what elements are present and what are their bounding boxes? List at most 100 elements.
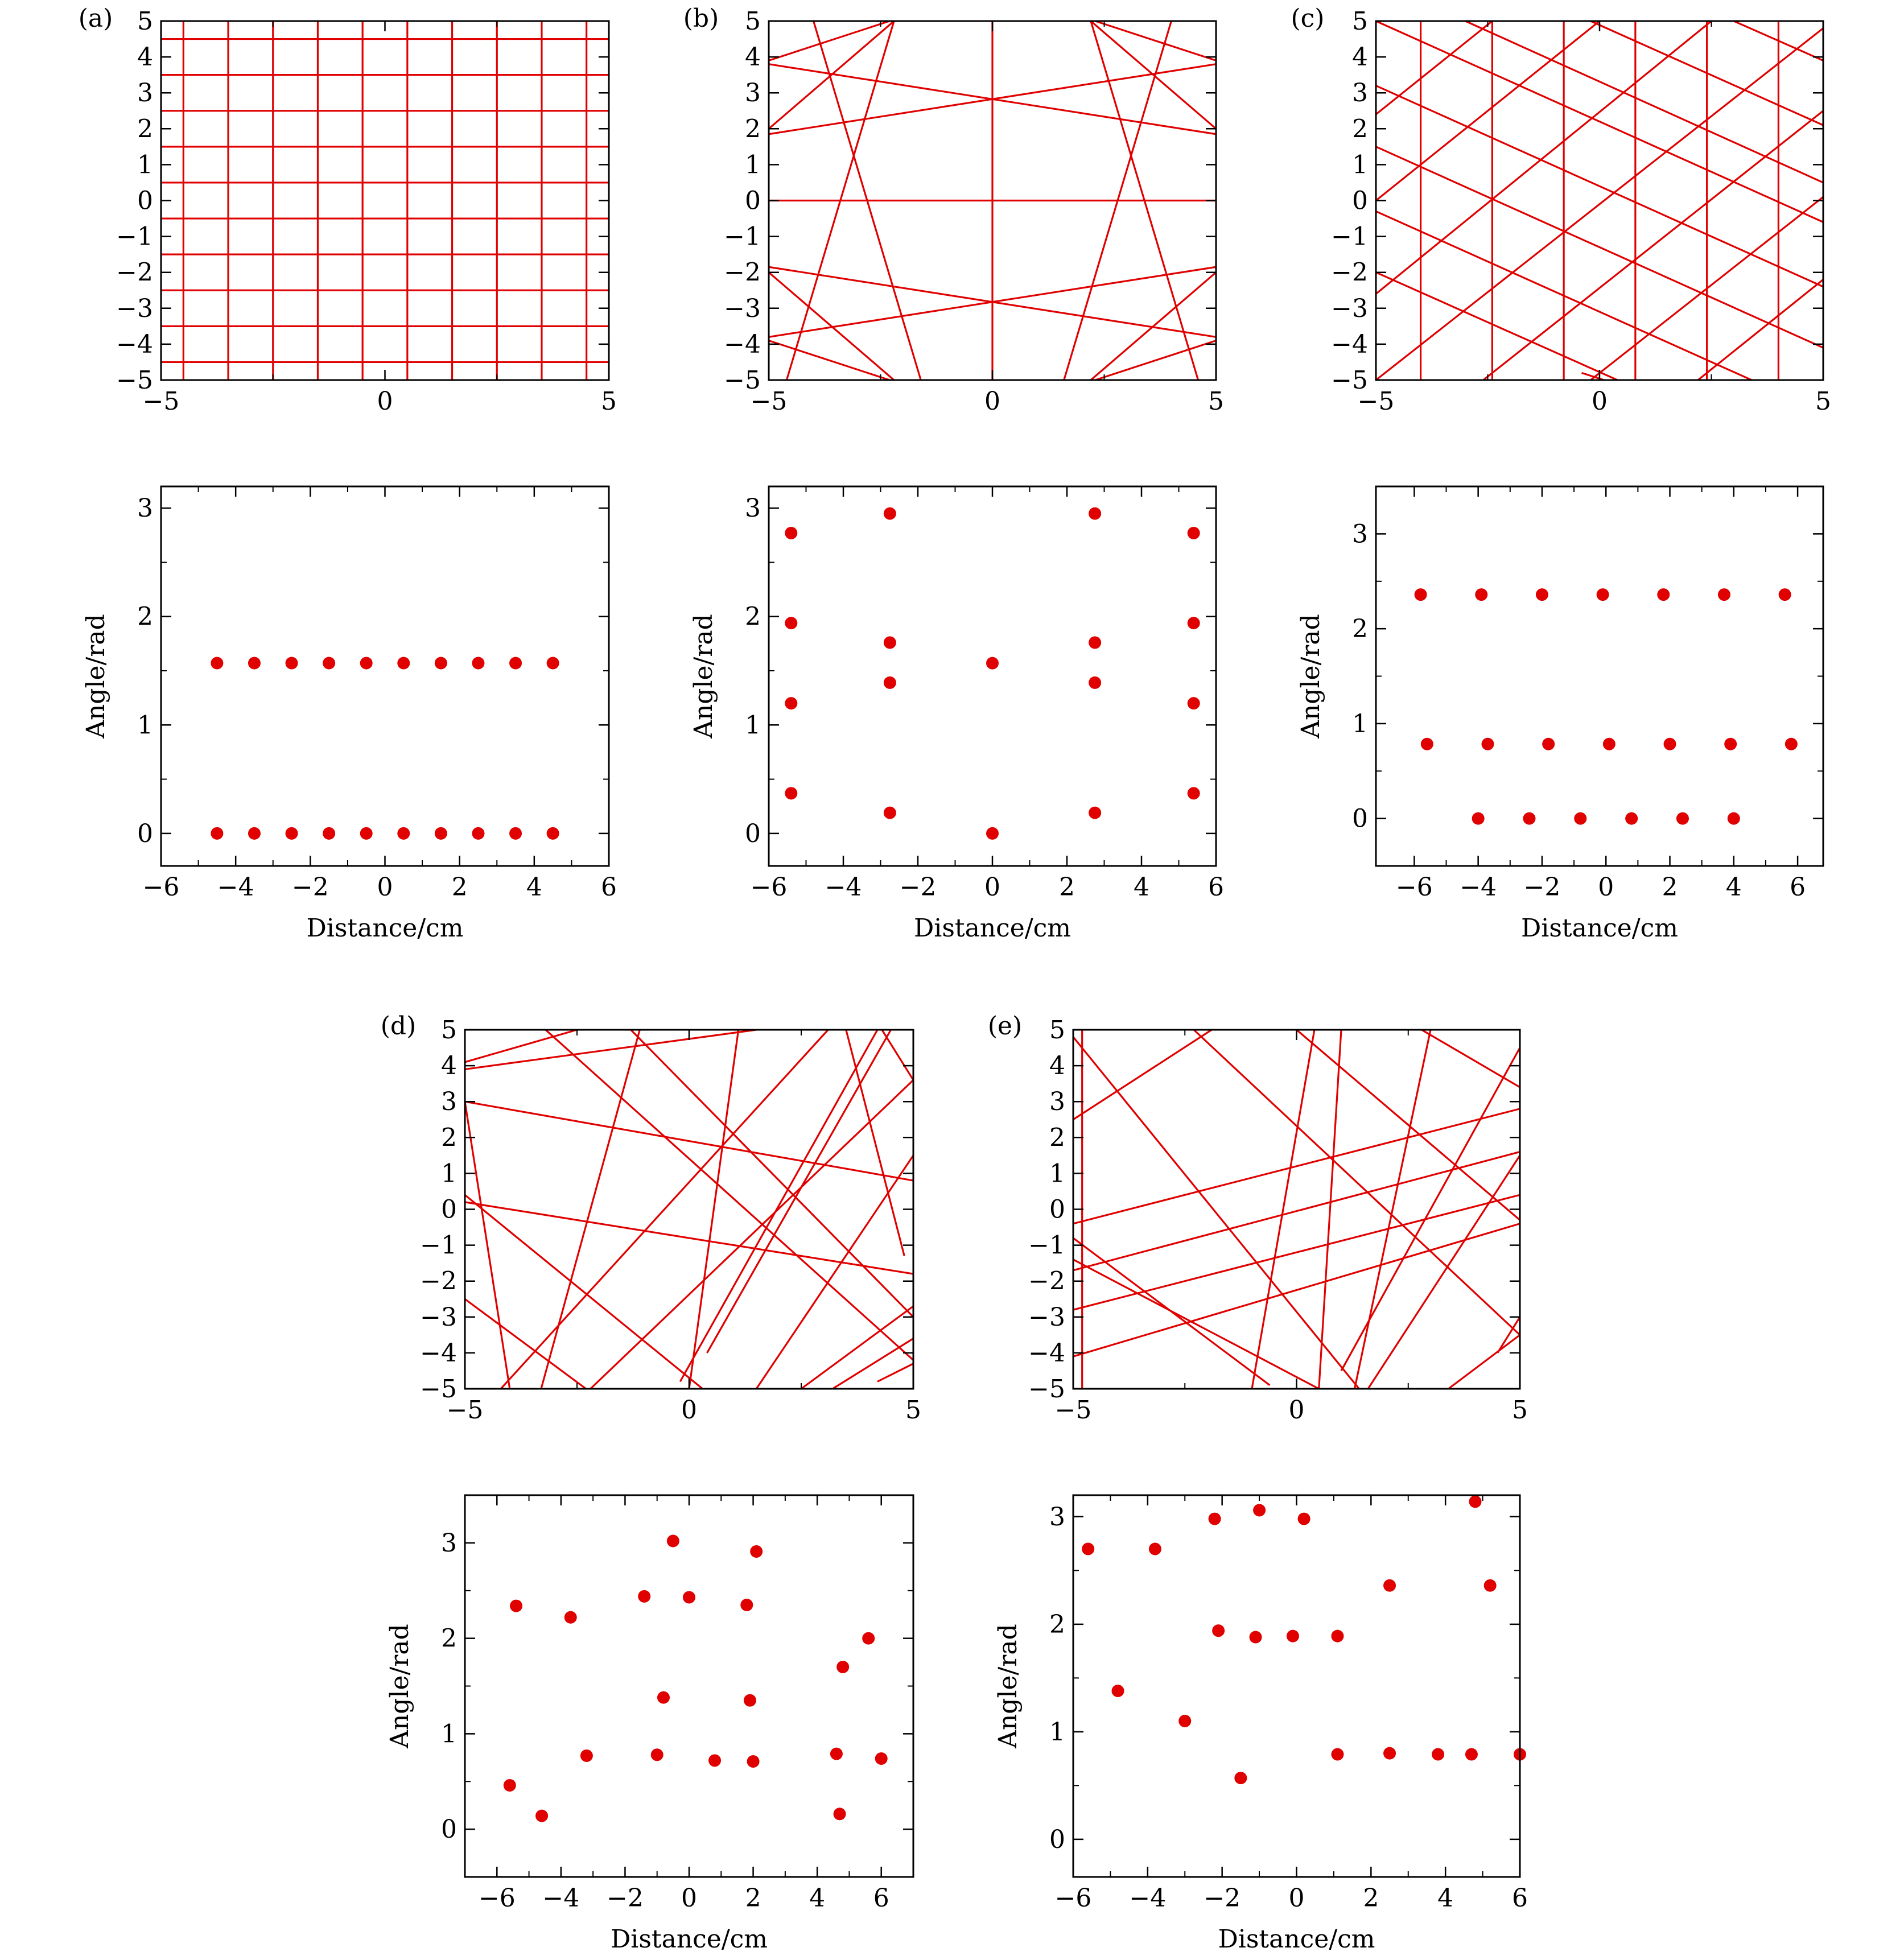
x-tick-label-1: −4 [217, 873, 254, 902]
data-point-12 [1331, 1629, 1344, 1643]
x-tick-label-0: −6 [751, 873, 788, 902]
x-axis-label: Distance/cm [611, 1925, 768, 1954]
data-point-6 [1234, 1772, 1247, 1785]
ray-line-8 [545, 1029, 914, 1361]
data-point-14 [1187, 526, 1200, 539]
panel-b-bottom: −6 −4 −2 0 2 4 6 0 1 2 3 Distance/cm Angle/rad [689, 485, 1224, 943]
data-point-5 [638, 1590, 651, 1603]
ray-line-7 [1375, 85, 1824, 288]
x-tick-label-0: −6 [143, 873, 180, 902]
y-axis-label: Angle/rad [81, 614, 110, 739]
x-tick-label-3: 0 [1289, 1884, 1305, 1913]
y-tick-label-2: −3 [1028, 1303, 1065, 1332]
y-tick-label-4: −1 [1028, 1231, 1065, 1260]
ray-line-4 [1296, 1029, 1521, 1221]
y-tick-label-2: −3 [1331, 294, 1368, 323]
data-point-6 [1778, 588, 1791, 601]
ray-line-17 [1375, 20, 1493, 115]
data-point-13 [1089, 806, 1102, 819]
ray-line-1 [464, 1029, 578, 1063]
data-point-2 [785, 697, 798, 710]
x-tick-label-2: −2 [292, 873, 329, 902]
axes: −5 0 5 −5 −4 −3 −2 −1 0 1 2 3 4 5 [724, 7, 1224, 416]
y-tick-label-0: −5 [420, 1375, 457, 1404]
ray-line-7 [768, 63, 1217, 135]
ray-line-7 [1073, 1150, 1520, 1272]
data-point-18 [509, 827, 522, 840]
ray-line-18 [1340, 1047, 1521, 1372]
chart-d-bottom: −6 −4 −2 0 2 4 6 0 1 2 3 Distance/cm Angle/rad [385, 1494, 914, 1954]
data-point-8 [1481, 737, 1494, 750]
data-point-4 [580, 1749, 593, 1762]
ray-line-14 [1375, 27, 1824, 381]
x-tick-label-2: −2 [1524, 873, 1561, 902]
x-tick-label-6: 6 [601, 873, 617, 902]
x-tick-label-0: −5 [447, 1396, 484, 1425]
data-point-1 [785, 617, 798, 630]
ray-line-12 [1590, 20, 1824, 126]
y-tick-label-2: −3 [420, 1303, 457, 1332]
y-tick-label-1: 1 [1049, 1718, 1065, 1747]
panel-label-c: (c) [1291, 4, 1325, 33]
ray-line-18 [877, 1363, 914, 1383]
x-axis-label: Distance/cm [914, 914, 1071, 943]
y-tick-label-1: 1 [441, 1719, 457, 1748]
data-point-15 [1187, 617, 1200, 630]
data-point-7 [883, 806, 896, 819]
panel-d-top: (d) −5 0 5 −5 −4 −3 −2 −1 0 1 2 3 4 5 [381, 1012, 921, 1425]
y-tick-label-7: 2 [1049, 1123, 1065, 1152]
panel-a-bottom: −6 −4 −2 0 2 4 6 0 1 2 3 Distance/cm Angle/rad [81, 485, 617, 943]
ray-line-2 [813, 20, 922, 381]
panel-label-d: (d) [381, 1012, 417, 1041]
x-tick-label-4: 2 [1662, 873, 1678, 902]
x-tick-label-4: 2 [1059, 873, 1075, 902]
data-point-2 [1148, 1542, 1161, 1555]
x-tick-label-2: −2 [607, 1884, 644, 1913]
data-point-15 [1523, 812, 1536, 825]
data-point-0 [785, 526, 798, 539]
data-point-3 [564, 1611, 577, 1624]
data-point-11 [1663, 737, 1676, 750]
y-tick-label-1: −4 [1331, 330, 1368, 359]
ray-line-16 [1448, 1334, 1520, 1390]
panel-b-top: (b) −5 0 5 −5 −4 −3 −2 −1 0 1 2 3 4 5 [683, 4, 1224, 416]
data-point-7 [1249, 1631, 1262, 1644]
x-tick-label-5: 4 [1726, 873, 1742, 902]
data-point-6 [434, 657, 447, 670]
y-tick-label-8: 3 [1049, 1087, 1065, 1116]
x-tick-label-0: −5 [1055, 1396, 1092, 1425]
ray-line-10 [1375, 271, 1618, 381]
y-tick-label-1: −4 [420, 1339, 457, 1368]
y-tick-label-7: 2 [745, 114, 761, 143]
y-tick-label-1: −4 [116, 330, 153, 359]
marks [211, 657, 559, 840]
ray-line-9 [1073, 1223, 1520, 1357]
y-tick-label-8: 3 [745, 79, 761, 108]
axes: −6 −4 −2 0 2 4 6 0 1 2 3 [441, 1495, 913, 1913]
x-tick-label-6: 6 [873, 1884, 889, 1913]
y-tick-label-10: 5 [1352, 7, 1368, 36]
ray-line-19 [881, 1029, 914, 1081]
x-tick-label-6: 6 [1790, 873, 1806, 902]
data-point-0 [1414, 588, 1427, 601]
data-point-13 [747, 1755, 760, 1768]
y-tick-label-0: 0 [1352, 804, 1368, 833]
data-point-11 [1089, 636, 1102, 649]
x-tick-label-3: 0 [1598, 873, 1614, 902]
panel-label-e: (e) [988, 1012, 1022, 1041]
data-point-1 [248, 657, 261, 670]
data-point-2 [285, 657, 298, 670]
y-tick-label-0: −5 [116, 366, 153, 395]
data-point-13 [323, 827, 336, 840]
y-tick-label-5: 0 [137, 187, 153, 216]
chart-b-bottom: −6 −4 −2 0 2 4 6 0 1 2 3 Distance/cm Angle/rad [689, 485, 1224, 943]
x-tick-label-5: 4 [1134, 873, 1149, 902]
data-point-6 [883, 676, 896, 689]
data-point-18 [862, 1632, 875, 1645]
data-point-4 [360, 657, 373, 670]
data-point-2 [535, 1809, 549, 1822]
data-point-14 [360, 827, 373, 840]
ray-line-8 [1375, 146, 1824, 349]
y-tick-label-0: −5 [724, 366, 761, 395]
